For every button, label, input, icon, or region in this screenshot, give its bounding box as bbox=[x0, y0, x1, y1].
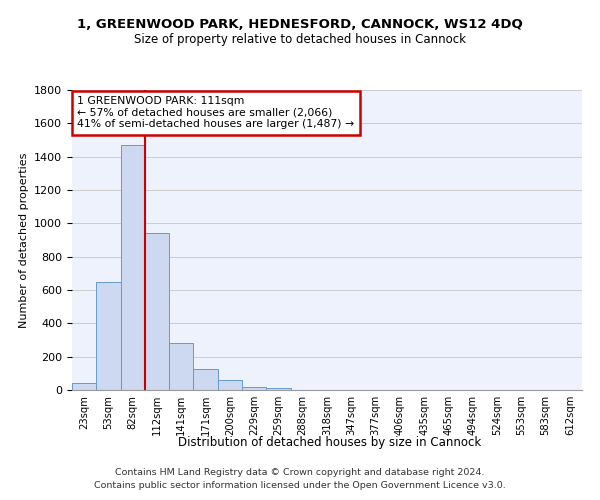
Text: Distribution of detached houses by size in Cannock: Distribution of detached houses by size … bbox=[178, 436, 482, 449]
Bar bbox=[218, 380, 242, 390]
Text: Size of property relative to detached houses in Cannock: Size of property relative to detached ho… bbox=[134, 32, 466, 46]
Bar bbox=[121, 145, 145, 390]
Y-axis label: Number of detached properties: Number of detached properties bbox=[19, 152, 29, 328]
Text: Contains HM Land Registry data © Crown copyright and database right 2024.: Contains HM Land Registry data © Crown c… bbox=[115, 468, 485, 477]
Text: 1, GREENWOOD PARK, HEDNESFORD, CANNOCK, WS12 4DQ: 1, GREENWOOD PARK, HEDNESFORD, CANNOCK, … bbox=[77, 18, 523, 30]
Bar bbox=[145, 234, 169, 390]
Text: Contains public sector information licensed under the Open Government Licence v3: Contains public sector information licen… bbox=[94, 482, 506, 490]
Bar bbox=[242, 386, 266, 390]
Bar bbox=[169, 342, 193, 390]
Text: 1 GREENWOOD PARK: 111sqm
← 57% of detached houses are smaller (2,066)
41% of sem: 1 GREENWOOD PARK: 111sqm ← 57% of detach… bbox=[77, 96, 354, 129]
Bar bbox=[193, 369, 218, 390]
Bar bbox=[72, 384, 96, 390]
Bar bbox=[266, 388, 290, 390]
Bar bbox=[96, 282, 121, 390]
